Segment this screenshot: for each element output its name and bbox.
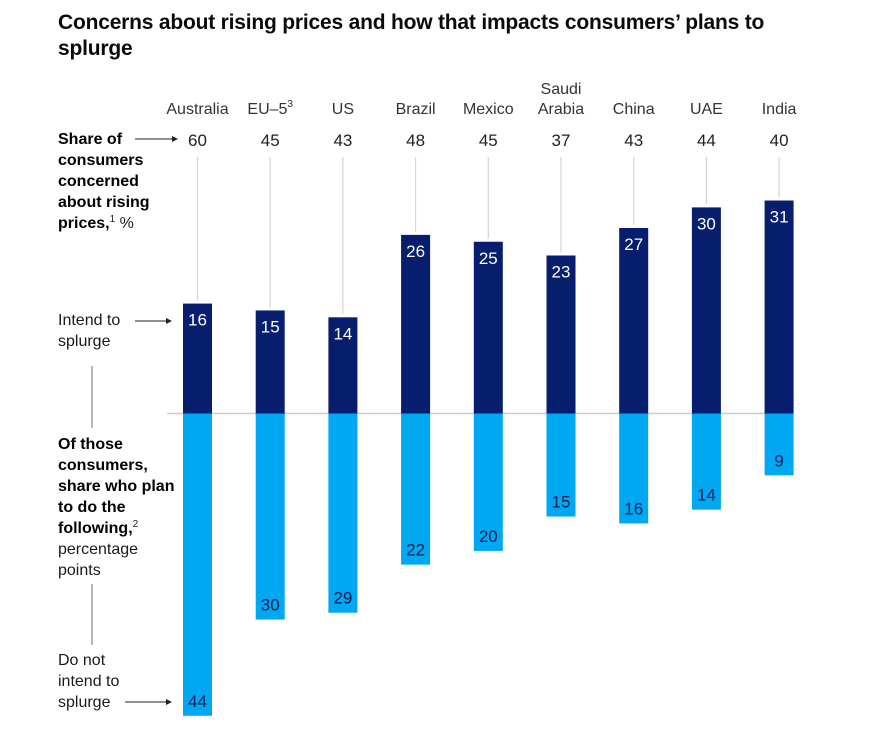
bar-do-not-intend	[473, 413, 503, 551]
bar-label-intend: 25	[479, 249, 498, 268]
bar-label-do-not: 16	[624, 499, 643, 518]
bar-label-intend: 15	[261, 317, 280, 336]
footnote-2: 2	[132, 519, 139, 530]
bar-do-not-intend	[691, 413, 721, 510]
share-concerned-value: 48	[406, 131, 425, 150]
bar-label-do-not: 15	[552, 493, 571, 512]
share-concerned-value: 45	[479, 131, 498, 150]
percentage-points-unit: percentage points	[58, 541, 139, 579]
left-annotations	[91, 136, 178, 705]
do-not-arrow-head	[166, 699, 172, 705]
bar-label-do-not: 30	[261, 596, 280, 615]
category-label: Brazil	[396, 101, 436, 118]
category-label: EU–53	[247, 99, 293, 118]
category-label-line1: Saudi	[541, 81, 582, 98]
bar-label-intend: 27	[624, 235, 643, 254]
intend-arrow-head	[166, 318, 172, 324]
category-label: China	[613, 101, 655, 118]
bar-intend-to-splurge	[691, 207, 721, 414]
share-concerned-label: Share of consumers concerned about risin…	[58, 129, 178, 234]
bar-label-do-not: 22	[406, 541, 425, 560]
bar-intend-to-splurge	[764, 200, 794, 414]
share-concerned-value: 43	[333, 131, 352, 150]
bar-label-intend: 26	[406, 242, 425, 261]
bar-label-intend: 23	[552, 262, 571, 281]
share-concerned-label-text: Share of consumers concerned about risin…	[58, 131, 150, 232]
bar-intend-to-splurge	[401, 234, 431, 414]
bar-label-do-not: 29	[333, 589, 352, 608]
chart-title: Concerns about rising prices and how tha…	[58, 11, 765, 60]
bar-intend-to-splurge	[328, 317, 358, 414]
of-those-consumers-label: Of those consumers, share who plan to do…	[58, 434, 183, 581]
bar-intend-to-splurge	[619, 228, 649, 414]
footnote-1: 1	[109, 214, 116, 225]
bar-do-not-intend	[764, 413, 794, 476]
category-label: Mexico	[463, 101, 514, 118]
share-unit: %	[115, 215, 134, 232]
category-footnote: 3	[287, 99, 293, 110]
bar-intend-to-splurge	[255, 310, 285, 414]
bar-do-not-intend	[255, 413, 285, 620]
bar-do-not-intend	[183, 413, 212, 716]
category-label: UAE	[690, 101, 723, 118]
share-concerned-value: 43	[624, 131, 643, 150]
chart-body: Australia 60 16 44 EU–53 45 15 30 US 43 14 29 Brazil…	[166, 81, 797, 716]
bar-do-not-intend	[401, 413, 431, 565]
bar-label-intend: 30	[697, 214, 716, 233]
share-concerned-value: 40	[770, 131, 789, 150]
bar-label-intend: 16	[188, 311, 207, 330]
do-not-intend-label: Do not intend to splurge	[58, 652, 120, 711]
bar-do-not-intend	[328, 413, 358, 613]
category-label: US	[332, 101, 354, 118]
share-concerned-value: 44	[697, 131, 716, 150]
share-concerned-value: 60	[188, 131, 207, 150]
bar-label-do-not: 9	[774, 451, 783, 470]
bar-do-not-intend	[619, 413, 649, 524]
bar-intend-to-splurge	[183, 303, 212, 414]
bar-intend-to-splurge	[473, 241, 503, 414]
bar-label-do-not: 20	[479, 527, 498, 546]
intend-to-splurge-label: Intend to splurge	[58, 312, 121, 350]
bar-label-intend: 14	[333, 324, 352, 343]
category-label: Australia	[166, 101, 228, 118]
bar-label-do-not: 44	[188, 692, 207, 711]
bar-do-not-intend	[546, 413, 576, 517]
bar-label-intend: 31	[770, 208, 789, 227]
share-arrow-head	[172, 136, 178, 142]
category-label: India	[762, 101, 797, 118]
of-those-consumers-text: Of those consumers, share who plan to do…	[58, 436, 175, 537]
share-concerned-value: 37	[552, 131, 571, 150]
category-label-line2: Arabia	[538, 101, 584, 118]
share-concerned-value: 45	[261, 131, 280, 150]
bar-intend-to-splurge	[546, 255, 576, 414]
bar-label-do-not: 14	[697, 486, 716, 505]
